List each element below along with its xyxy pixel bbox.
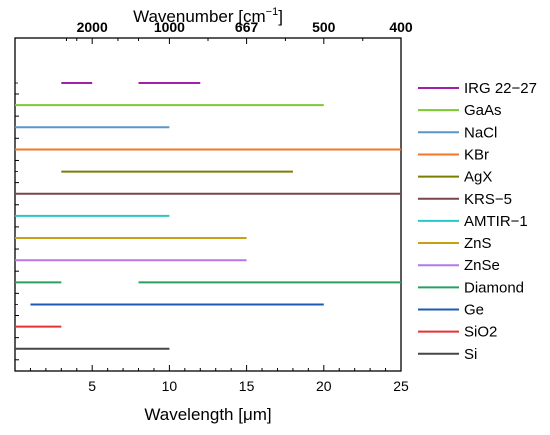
top-tick-label: 667 — [235, 19, 259, 35]
legend-label: KBr — [464, 146, 489, 163]
top-tick-label: 400 — [389, 19, 413, 35]
legend-label: AMTIR−1 — [464, 213, 528, 230]
x-axis-title: Wavelength [μm] — [144, 405, 271, 424]
top-axis-title: Wavenumber [cm−1] — [133, 6, 283, 26]
x-tick-label: 25 — [393, 378, 409, 394]
legend-label: GaAs — [464, 102, 502, 119]
legend-label: NaCl — [464, 124, 497, 141]
legend-label: Ge — [464, 302, 484, 319]
series-group — [15, 82, 401, 350]
x-tick-label: 15 — [239, 378, 255, 394]
x-tick-label: 5 — [88, 378, 96, 394]
legend-label: ZnSe — [464, 257, 500, 274]
top-tick-label: 1000 — [154, 19, 185, 35]
top-tick-label: 500 — [312, 19, 336, 35]
x-tick-label: 10 — [162, 378, 178, 394]
legend-label: IRG 22−27 — [464, 80, 537, 97]
plot-frame — [14, 37, 402, 372]
legend-label: AgX — [464, 169, 492, 186]
x-tick-label: 20 — [316, 378, 332, 394]
legend-label: SiO2 — [464, 324, 497, 341]
bottom-axis: 5 10 15 20 25 — [14, 365, 409, 394]
legend-label: ZnS — [464, 235, 492, 252]
legend: IRG 22−27 GaAs NaCl KBr AgX KRS−5 AMTIR−1 ZnS Zn… — [418, 80, 537, 363]
plot-area — [14, 37, 402, 372]
legend-label: Diamond — [464, 279, 524, 296]
legend-label: KRS−5 — [464, 191, 512, 208]
legend-label: Si — [464, 346, 477, 363]
top-tick-label: 2000 — [77, 19, 108, 35]
top-axis: 2000 1000 667 500 400 — [65, 19, 413, 44]
